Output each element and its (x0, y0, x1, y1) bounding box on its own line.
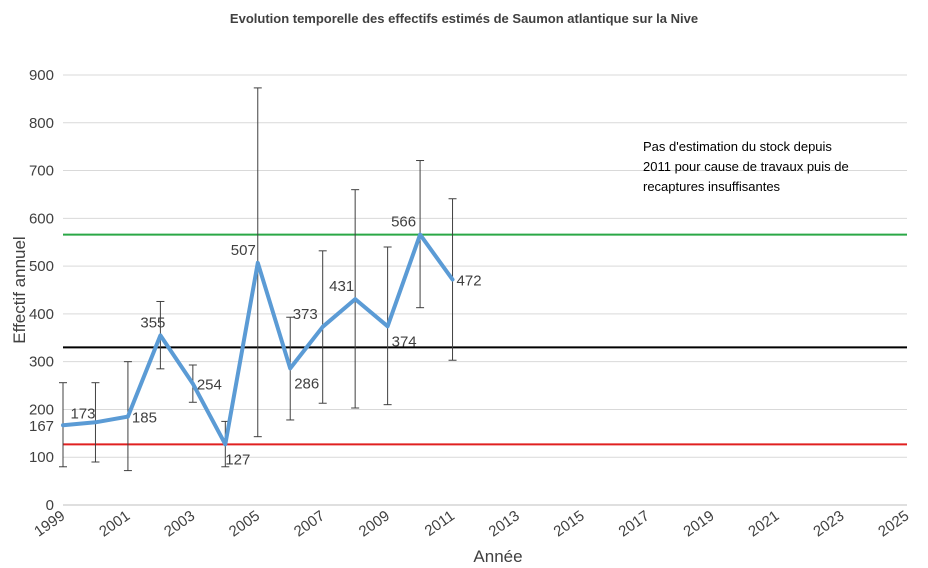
x-tick-label: 2007 (291, 507, 328, 540)
gridlines (63, 74, 907, 506)
x-tick-label: 1999 (31, 507, 68, 540)
error-bars (59, 87, 457, 472)
chart-title: Evolution temporelle des effectifs estim… (230, 11, 698, 26)
x-tick-label: 2001 (96, 507, 133, 540)
data-point (223, 442, 227, 446)
x-tick-label: 2011 (422, 507, 458, 539)
y-tick-label: 500 (29, 258, 54, 275)
data-point (93, 420, 97, 424)
x-tick-label: 2003 (161, 507, 198, 540)
data-label: 431 (329, 278, 354, 295)
y-axis-title: Effectif annuel (10, 236, 29, 343)
y-tick-label: 600 (29, 210, 54, 227)
data-label: 185 (132, 410, 157, 427)
data-point (158, 333, 162, 337)
y-tick-label: 300 (29, 354, 54, 371)
data-label: 286 (294, 375, 319, 392)
annotation-note: Pas d'estimation du stock depuis 2011 pou… (643, 139, 849, 194)
x-tick-label: 2025 (875, 507, 912, 540)
y-tick-label: 400 (29, 306, 54, 323)
data-point (418, 233, 422, 237)
data-label: 127 (225, 451, 250, 468)
x-tick-label: 2009 (356, 507, 393, 540)
data-point (126, 415, 130, 419)
x-axis-ticks: 1999 2001 2003 2005 2007 2009 2011 2013 2015 2017… (31, 507, 912, 540)
y-axis-ticks: 0 100 200 300 400 500 600 700 800 900 (29, 67, 54, 514)
data-label: 167 (29, 418, 54, 435)
annotation-line: Pas d'estimation du stock depuis (643, 139, 832, 154)
data-label: 374 (392, 333, 417, 350)
y-tick-label: 900 (29, 67, 54, 84)
reference-lines (63, 233, 907, 446)
y-tick-label: 200 (29, 401, 54, 418)
data-labels: 167 173 185 355 254 127 507 286 373 431 374 566 472 (29, 214, 482, 469)
y-tick-label: 100 (29, 449, 54, 466)
data-point (61, 423, 65, 427)
x-tick-label: 2015 (551, 507, 588, 540)
x-tick-label: 2019 (680, 507, 717, 540)
data-point (256, 261, 260, 265)
data-label: 566 (391, 214, 416, 231)
x-tick-label: 2017 (616, 507, 653, 540)
data-label: 507 (231, 242, 256, 259)
data-point (386, 324, 390, 328)
data-label: 472 (457, 272, 482, 289)
x-axis-title: Année (473, 547, 522, 566)
x-tick-label: 2021 (745, 507, 782, 540)
x-tick-label: 2013 (486, 507, 523, 540)
data-point (353, 297, 357, 301)
data-label: 173 (70, 405, 95, 422)
data-label: 373 (293, 306, 318, 323)
series-line-group (61, 232, 455, 447)
x-tick-label: 2005 (226, 507, 263, 540)
data-point (321, 325, 325, 329)
y-tick-label: 800 (29, 115, 54, 132)
data-label: 254 (197, 377, 222, 394)
data-label: 355 (140, 314, 165, 331)
data-point (451, 277, 455, 281)
annotation-line: 2011 pour cause de travaux puis de (643, 159, 849, 174)
y-tick-label: 700 (29, 163, 54, 180)
x-tick-label: 2023 (810, 507, 847, 540)
data-point (191, 382, 195, 386)
y-tick-label: 0 (46, 497, 54, 514)
annotation-line: recaptures insuffisantes (643, 179, 781, 194)
data-point (288, 366, 292, 370)
